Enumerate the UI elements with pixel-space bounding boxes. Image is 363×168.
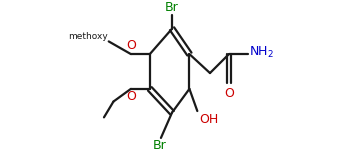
Text: methoxy: methoxy xyxy=(68,32,108,41)
Text: O: O xyxy=(224,87,234,100)
Text: Br: Br xyxy=(165,1,179,14)
Text: O: O xyxy=(126,90,136,103)
Text: Br: Br xyxy=(152,139,166,152)
Text: NH$_2$: NH$_2$ xyxy=(249,45,274,60)
Text: OH: OH xyxy=(199,113,218,126)
Text: O: O xyxy=(126,39,136,52)
